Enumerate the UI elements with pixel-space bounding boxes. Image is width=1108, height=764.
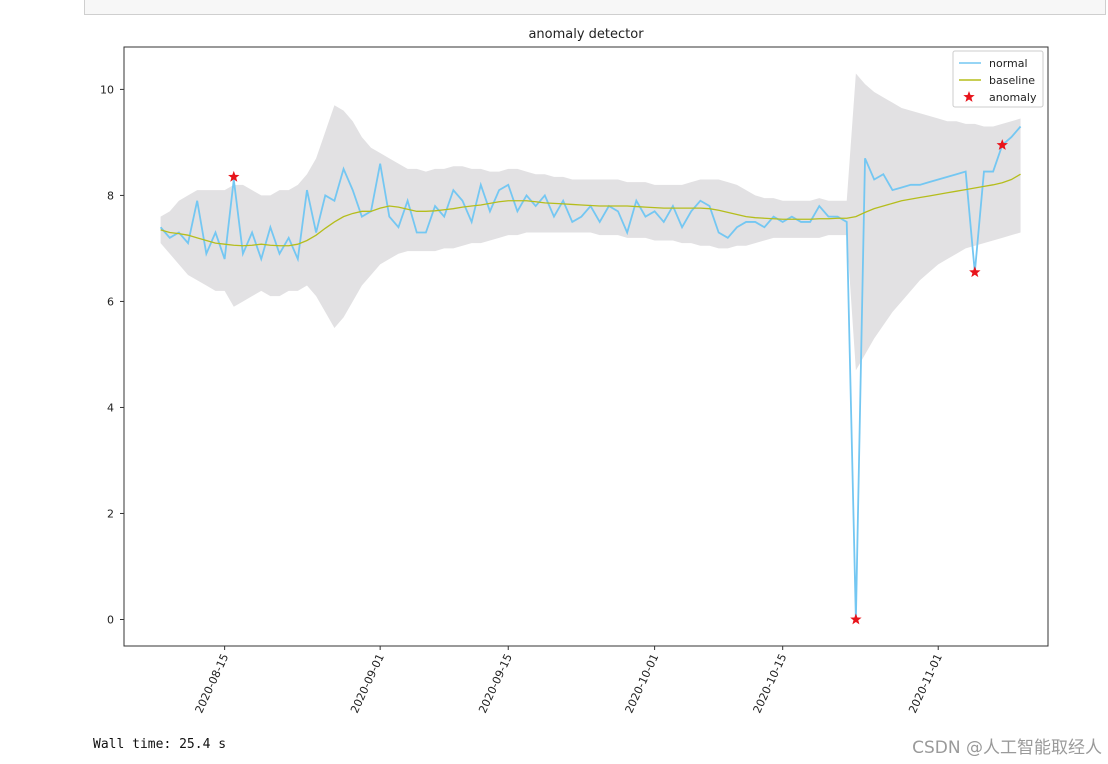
anomaly-marker: [228, 170, 240, 182]
legend-box: [952, 50, 1044, 108]
x-tick-label: 2020-09-01: [348, 652, 387, 715]
wall-time: Wall time: 25.4 s: [93, 737, 227, 752]
x-tick-label: 2020-10-01: [623, 652, 662, 715]
legend-label: normal: [989, 57, 1028, 70]
x-tick-label: 2020-10-15: [751, 652, 790, 715]
y-tick-label: 4: [107, 401, 114, 414]
y-tick-label: 0: [107, 613, 114, 626]
anomaly-marker: [969, 266, 981, 278]
plot-frame: [123, 46, 1049, 647]
line-baseline: [160, 173, 1021, 247]
legend-label: anomaly: [989, 91, 1037, 104]
chart-title: anomaly detector: [528, 27, 644, 42]
y-tick-label: 8: [107, 189, 114, 202]
anomaly-marker: [850, 613, 862, 625]
x-tick-label: 2020-11-01: [906, 652, 945, 715]
x-tick-label: 2020-08-15: [193, 652, 232, 715]
y-tick-label: 10: [100, 83, 114, 96]
x-tick-label: 2020-09-15: [476, 652, 515, 715]
legend: normal baseline anomaly: [952, 50, 1044, 108]
legend-label: baseline: [989, 74, 1035, 87]
legend-marker: [963, 91, 975, 102]
code-cell: [84, 0, 1106, 15]
watermark: CSDN @人工智能取经人: [912, 738, 1102, 758]
confidence-band: [160, 73, 1021, 371]
y-tick-label: 2: [107, 507, 114, 520]
y-tick-label: 6: [107, 295, 114, 308]
anomaly-marker: [996, 139, 1008, 150]
